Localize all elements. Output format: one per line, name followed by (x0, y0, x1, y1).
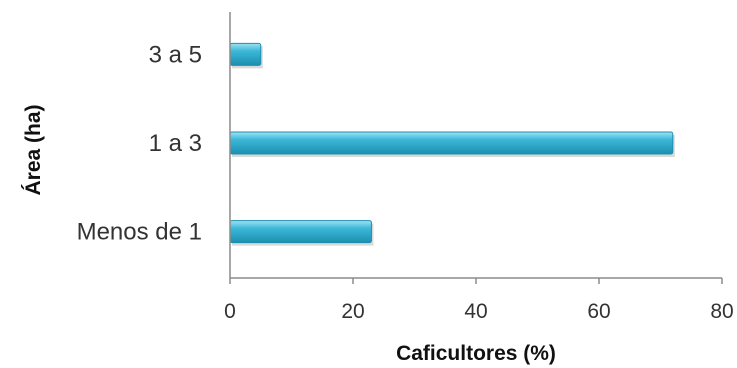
category-labels-group: Menos de 1 1 a 3 3 a 5 (77, 41, 202, 245)
x-tick-label: 0 (224, 300, 236, 323)
x-axis-title: Caficultores (%) (396, 342, 556, 365)
x-tick-label: 40 (464, 300, 487, 323)
x-tick-label: 60 (587, 300, 610, 323)
bar-1-a-3 (229, 131, 674, 155)
bar-menos-de-1 (229, 220, 372, 244)
bars-group (229, 42, 675, 246)
category-label: 3 a 5 (149, 41, 202, 68)
y-axis-title: Área (ha) (22, 104, 45, 195)
x-tick-label: 20 (341, 300, 364, 323)
x-ticks-group: 0 20 40 60 80 (224, 278, 734, 323)
bar-3-a-5 (229, 42, 262, 66)
category-label: 1 a 3 (149, 130, 202, 157)
category-label: Menos de 1 (77, 219, 202, 246)
x-tick-label: 80 (710, 300, 733, 323)
